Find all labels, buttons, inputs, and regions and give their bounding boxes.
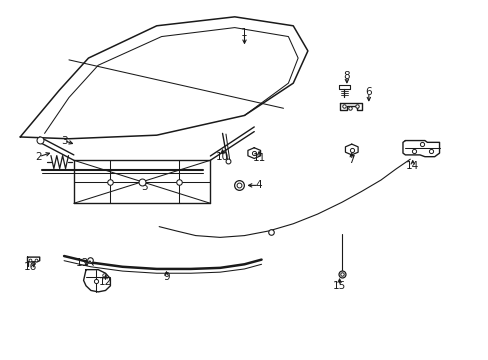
Text: 9: 9 <box>163 272 169 282</box>
Text: 3: 3 <box>61 136 67 145</box>
Text: 4: 4 <box>255 180 262 190</box>
Text: 16: 16 <box>23 262 37 272</box>
Text: 12: 12 <box>99 277 112 287</box>
Text: 11: 11 <box>252 153 265 163</box>
Text: 6: 6 <box>365 87 371 97</box>
Text: 14: 14 <box>405 161 419 171</box>
Text: 5: 5 <box>141 182 147 192</box>
Text: 10: 10 <box>216 152 229 162</box>
Text: 2: 2 <box>35 152 42 162</box>
Text: 8: 8 <box>343 71 349 81</box>
Text: 13: 13 <box>76 258 89 268</box>
Text: 15: 15 <box>332 281 346 291</box>
Text: 1: 1 <box>241 28 247 38</box>
Text: 7: 7 <box>348 155 354 165</box>
